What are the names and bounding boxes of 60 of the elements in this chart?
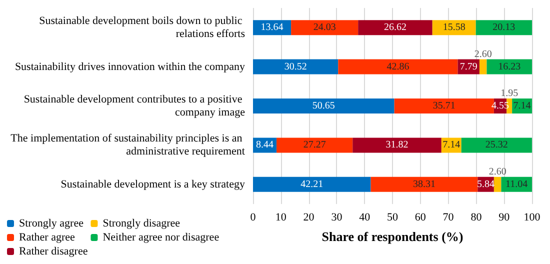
y-tick-label: Sustainable development contributes to a positive company image — [24, 94, 246, 118]
x-tick-label: 50 — [387, 212, 398, 224]
data-label: 13.64 — [260, 22, 284, 34]
bar — [291, 20, 358, 36]
legend-label: Rather agree — [19, 232, 75, 244]
y-tick-label: Sustainable development is a key strategy — [60, 178, 246, 190]
data-label: 16.23 — [498, 61, 521, 72]
x-tick-label: 10 — [275, 212, 287, 224]
data-label: 20.13 — [492, 22, 516, 34]
data-label: 38.31 — [412, 178, 436, 190]
legend-label: Strongly agree — [19, 218, 84, 230]
data-label: 25.32 — [485, 140, 508, 151]
x-tick-label: 20 — [303, 212, 315, 224]
x-tick-label: 80 — [470, 212, 482, 224]
data-label: 24.03 — [313, 22, 336, 34]
bar — [253, 176, 371, 192]
bar — [253, 98, 394, 114]
data-label: 11.04 — [506, 178, 528, 190]
legend-label: Neither agree nor disagree — [102, 232, 220, 244]
bar — [370, 176, 478, 192]
x-tick-label: 70 — [442, 212, 454, 224]
y-tick-label: Sustainability drives innovation within the company — [14, 60, 246, 73]
x-tick-label: 30 — [331, 212, 343, 224]
data-label: 8.44 — [256, 140, 274, 151]
data-label: 50.65 — [312, 100, 335, 112]
bar — [479, 59, 487, 74]
bar — [486, 59, 532, 74]
legend-label: Rather disagree — [19, 246, 88, 258]
x-tick-label: 100 — [524, 212, 541, 224]
bar — [358, 20, 432, 36]
data-label: 31.82 — [386, 140, 408, 151]
data-label: 35.71 — [432, 100, 456, 112]
y-tick-label: Sustainable development boils down to public relations efforts — [39, 15, 245, 40]
data-label: 26.62 — [384, 22, 406, 34]
legend-label: Strongly disagree — [102, 218, 180, 230]
x-tick-label: 90 — [498, 212, 510, 224]
data-label: 15.58 — [442, 22, 466, 34]
data-label: 7.79 — [460, 61, 478, 72]
bar — [253, 59, 338, 74]
data-label: 2.60 — [474, 48, 492, 60]
bar — [494, 176, 502, 192]
bar — [461, 138, 532, 153]
y-tick-label: The implementation of sustainability principles is an administrative requirement — [10, 132, 245, 158]
bar — [276, 138, 353, 153]
x-tick-label: 40 — [359, 212, 371, 224]
x-tick-label: 0 — [250, 212, 256, 224]
bar — [338, 59, 458, 74]
data-label: 7.14 — [513, 100, 531, 112]
bar — [476, 20, 532, 36]
x-tick-label: 60 — [414, 212, 426, 224]
bar — [352, 138, 442, 153]
data-label: 2.60 — [488, 166, 506, 178]
bar — [432, 20, 476, 36]
data-label: 27.27 — [303, 140, 326, 151]
data-label: 42.86 — [386, 61, 410, 72]
x-axis-title: Share of respondents (%) — [322, 229, 464, 244]
data-label: 1.95 — [500, 88, 518, 99]
data-label: 7.14 — [442, 140, 460, 151]
data-label: 42.21 — [300, 178, 324, 190]
data-label: 30.52 — [284, 61, 307, 72]
